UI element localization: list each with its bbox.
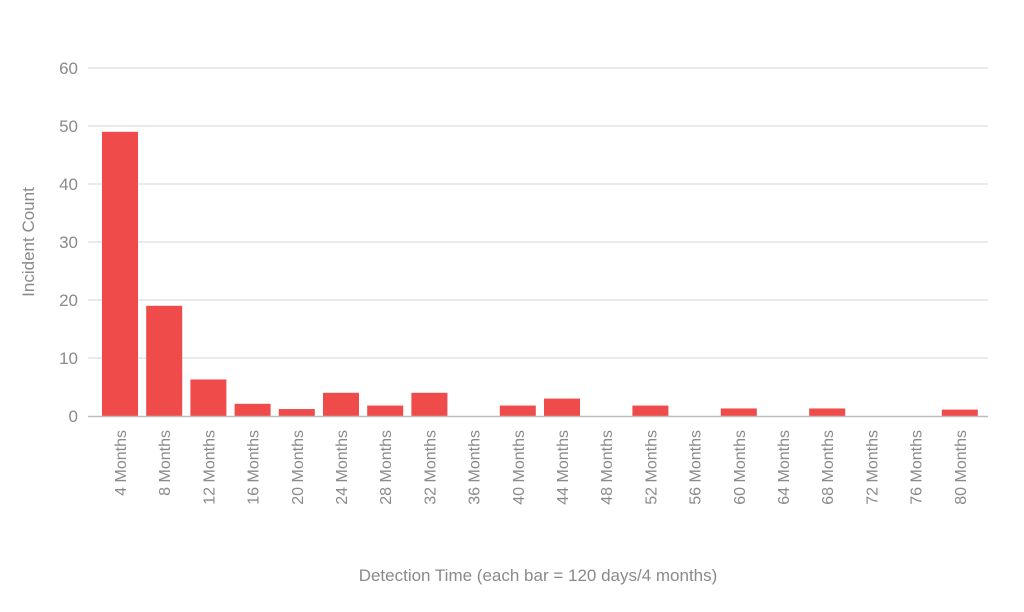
y-axis-ticks: 0 10 20 30 40 50 60	[59, 59, 78, 426]
x-tick-label: 16 Months	[246, 430, 263, 505]
x-tick-label: 28 Months	[378, 430, 395, 505]
bar	[411, 392, 448, 416]
x-tick-label: 56 Months	[688, 430, 705, 505]
bar	[367, 405, 404, 416]
x-axis-ticks: 4 Months 8 Months 12 Months 16 Months 20 Mon…	[113, 430, 970, 505]
y-tick-label: 20	[59, 291, 78, 310]
bar	[632, 405, 669, 416]
bar	[146, 305, 183, 416]
x-tick-label: 36 Months	[467, 430, 484, 505]
gridlines	[88, 67, 988, 359]
x-tick-label: 44 Months	[555, 430, 572, 505]
x-tick-label: 72 Months	[864, 430, 881, 505]
bar	[941, 409, 978, 416]
x-tick-label: 40 Months	[511, 430, 528, 505]
bar	[809, 408, 846, 416]
bar	[102, 131, 138, 417]
y-tick-label: 60	[59, 59, 78, 78]
x-tick-label: 76 Months	[909, 430, 926, 505]
bars	[102, 131, 978, 417]
x-tick-label: 48 Months	[599, 430, 616, 505]
y-tick-label: 10	[59, 349, 78, 368]
y-axis-title: Incident Count	[19, 187, 38, 297]
bar	[278, 409, 315, 416]
x-tick-label: 32 Months	[422, 430, 439, 505]
x-tick-label: 52 Months	[643, 430, 660, 505]
x-tick-label: 68 Months	[820, 430, 837, 505]
x-tick-label: 12 Months	[201, 430, 218, 505]
x-tick-label: 64 Months	[776, 430, 793, 505]
bar	[323, 392, 359, 416]
bar	[190, 379, 227, 416]
y-tick-label: 0	[69, 407, 78, 426]
bar	[720, 408, 757, 416]
x-tick-label: 20 Months	[290, 430, 307, 505]
y-tick-label: 50	[59, 117, 78, 136]
y-tick-label: 40	[59, 175, 78, 194]
x-tick-label: 4 Months	[113, 430, 130, 496]
y-tick-label: 30	[59, 233, 78, 252]
x-tick-label: 24 Months	[334, 430, 351, 505]
x-axis-title: Detection Time (each bar = 120 days/4 mo…	[359, 566, 718, 585]
bar	[234, 403, 271, 416]
x-tick-label: 60 Months	[732, 430, 749, 505]
bar	[544, 398, 580, 416]
bar	[499, 405, 536, 416]
x-tick-label: 80 Months	[953, 430, 970, 505]
x-tick-label: 8 Months	[157, 430, 174, 496]
